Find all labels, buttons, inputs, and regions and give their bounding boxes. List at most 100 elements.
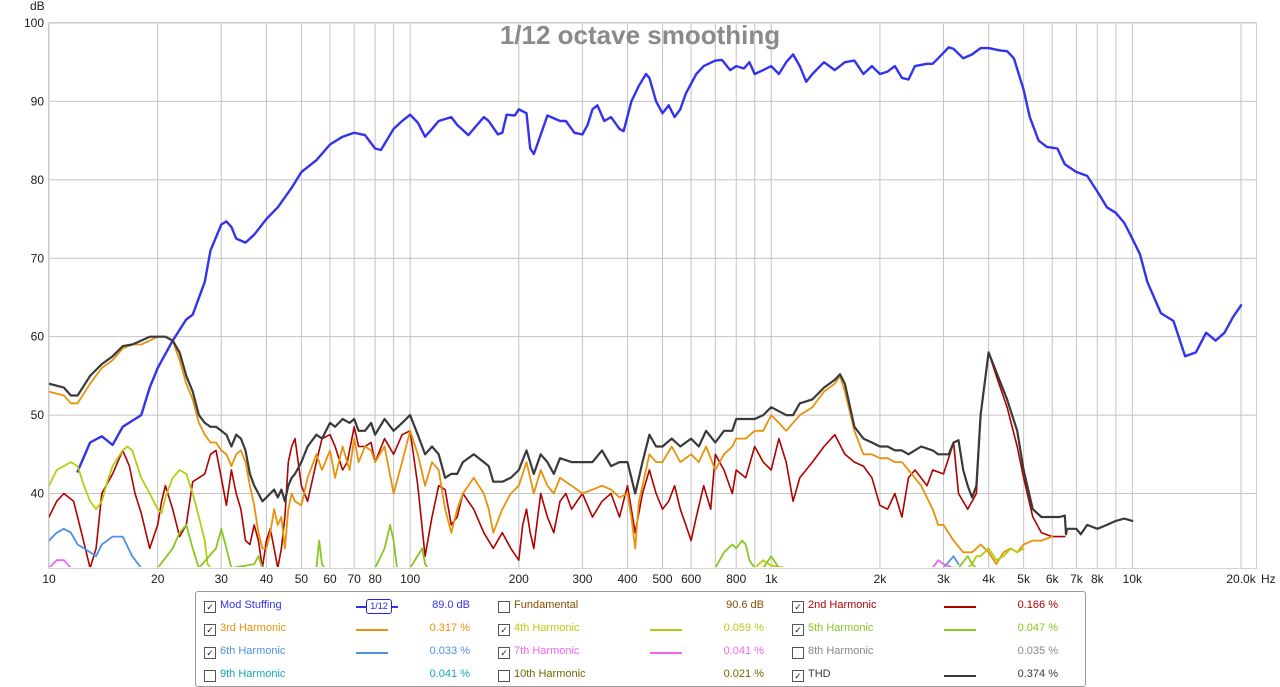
x-tick-label: 500: [653, 572, 673, 586]
legend-value: 0.059 %: [723, 622, 764, 634]
legend-checkbox-3rd-harmonic[interactable]: ✓: [204, 624, 216, 636]
legend-item-mod-stuffing: ✓ Mod Stuffing 1/12 89.0 dB: [204, 596, 492, 618]
x-tick-label: 200: [509, 572, 529, 586]
legend-swatch[interactable]: [356, 652, 388, 654]
legend-row: ✓ 6th Harmonic 0.033 % ✓ 7th Harmonic 0.041 %…: [196, 642, 1085, 664]
series-line-4th-harmonic: [49, 445, 1025, 567]
legend-checkbox-9th-harmonic[interactable]: [204, 670, 216, 682]
legend-label: 3rd Harmonic: [220, 622, 287, 634]
x-tick-label: 40: [260, 572, 274, 586]
series-line-2nd-harmonic: [49, 351, 1066, 567]
legend-item-fundamental: Fundamental 90.6 dB: [498, 596, 786, 618]
legend-checkbox-6th-harmonic[interactable]: ✓: [204, 647, 216, 659]
legend-checkbox-7th-harmonic[interactable]: ✓: [498, 647, 510, 659]
legend-label: 9th Harmonic: [220, 668, 286, 680]
y-unit-label: dB: [30, 0, 45, 13]
legend-label: 2nd Harmonic: [808, 599, 877, 611]
legend-label: Mod Stuffing: [220, 599, 282, 611]
plot-area: [49, 23, 1256, 568]
series-lines: [49, 46, 1243, 567]
legend-item-5th-harmonic: ✓ 5th Harmonic 0.047 %: [792, 619, 1080, 641]
legend-swatch[interactable]: [944, 606, 976, 608]
x-tick-label: 50: [295, 572, 309, 586]
legend-row: ✓ Mod Stuffing 1/12 89.0 dB Fundamental 90.6 …: [196, 596, 1085, 618]
legend-item-2nd-harmonic: ✓ 2nd Harmonic 0.166 %: [792, 596, 1080, 618]
legend-swatch[interactable]: [356, 629, 388, 631]
x-tick-label: 3k: [937, 572, 951, 586]
y-tick-label: 100: [24, 16, 44, 30]
legend-item-3rd-harmonic: ✓ 3rd Harmonic 0.317 %: [204, 619, 492, 641]
legend-value: 0.035 %: [1017, 645, 1058, 657]
legend-value: 89.0 dB: [432, 599, 470, 611]
legend-item-7th-harmonic: ✓ 7th Harmonic 0.041 %: [498, 642, 786, 664]
x-tick-label: 20.0k: [1226, 572, 1256, 586]
x-tick-label: 60: [323, 572, 337, 586]
x-tick-label: 300: [572, 572, 592, 586]
x-tick-label: 1k: [765, 572, 779, 586]
legend-item-6th-harmonic: ✓ 6th Harmonic 0.033 %: [204, 642, 492, 664]
x-tick-label: 100: [400, 572, 420, 586]
x-tick-label: 5k: [1017, 572, 1031, 586]
x-tick-label: 7k: [1070, 572, 1084, 586]
y-axis-ticks: 100 90 80 70 60 50 40: [24, 16, 44, 501]
x-tick-label: 400: [618, 572, 638, 586]
legend-checkbox-10th-harmonic[interactable]: [498, 670, 510, 682]
legend-label: 6th Harmonic: [220, 645, 286, 657]
legend-value: 0.047 %: [1017, 622, 1058, 634]
legend-value: 0.317 %: [429, 622, 470, 634]
legend-value: 0.041 %: [429, 668, 470, 680]
x-tick-label: 70: [347, 572, 361, 586]
x-unit-label: Hz: [1261, 572, 1276, 586]
legend-label: 8th Harmonic: [808, 645, 874, 657]
frequency-response-chart: 100 90 80 70 60 50 40 10 20 30 40 50 60 70 80 100 200 30…: [24, 0, 1276, 586]
legend-checkbox-thd[interactable]: ✓: [792, 670, 804, 682]
legend-value: 90.6 dB: [726, 599, 764, 611]
x-tick-label: 30: [215, 572, 229, 586]
legend-swatch: [356, 606, 366, 608]
chart-title: 1/12 octave smoothing: [500, 20, 780, 50]
legend-label: 10th Harmonic: [514, 668, 586, 680]
legend-value: 0.374 %: [1017, 668, 1058, 680]
legend-checkbox-2nd-harmonic[interactable]: ✓: [792, 601, 804, 613]
x-tick-label: 4k: [982, 572, 996, 586]
series-line-thd: [49, 335, 1134, 536]
series-line-6th-harmonic: [49, 527, 960, 567]
legend-swatch[interactable]: [650, 629, 682, 631]
legend-checkbox-5th-harmonic[interactable]: ✓: [792, 624, 804, 636]
legend-swatch[interactable]: [650, 652, 682, 654]
smoothing-indicator[interactable]: 1/12: [366, 599, 392, 614]
y-tick-label: 50: [31, 408, 45, 422]
grid-lines: [48, 22, 1256, 568]
legend-value: 0.033 %: [429, 645, 470, 657]
legend-item-8th-harmonic: 8th Harmonic 0.035 %: [792, 642, 1080, 664]
x-tick-label: 8k: [1091, 572, 1105, 586]
y-tick-label: 60: [31, 330, 45, 344]
legend-swatch: [392, 606, 398, 608]
legend-label: 5th Harmonic: [808, 622, 874, 634]
legend-swatch[interactable]: [944, 675, 976, 677]
x-tick-label: 800: [726, 572, 746, 586]
legend-checkbox-fundamental[interactable]: [498, 601, 510, 613]
series-line-3rd-harmonic: [49, 335, 1054, 565]
legend-checkbox-mod-stuffing[interactable]: ✓: [204, 601, 216, 613]
legend-label: THD: [808, 668, 831, 680]
x-tick-label: 10k: [1123, 572, 1143, 586]
legend-item-9th-harmonic: 9th Harmonic 0.041 %: [204, 665, 492, 687]
legend-panel: ✓ Mod Stuffing 1/12 89.0 dB Fundamental 90.6 …: [195, 591, 1086, 687]
y-tick-label: 70: [31, 251, 45, 265]
legend-swatch[interactable]: [944, 629, 976, 631]
legend-checkbox-8th-harmonic[interactable]: [792, 647, 804, 659]
legend-checkbox-4th-harmonic[interactable]: ✓: [498, 624, 510, 636]
legend-row: 9th Harmonic 0.041 % 10th Harmonic 0.021 % ✓…: [196, 665, 1085, 687]
legend-item-thd: ✓ THD 0.374 %: [792, 665, 1080, 687]
legend-value: 0.041 %: [723, 645, 764, 657]
legend-value: 0.021 %: [723, 668, 764, 680]
legend-value: 0.166 %: [1017, 599, 1058, 611]
legend-item-10th-harmonic: 10th Harmonic 0.021 %: [498, 665, 786, 687]
x-tick-label: 2k: [874, 572, 888, 586]
x-axis-ticks: 10 20 30 40 50 60 70 80 100 200 300 400 500 600 800 1k 2…: [42, 572, 1256, 586]
series-line-7th-harmonic: [49, 559, 954, 567]
y-tick-label: 40: [31, 487, 45, 501]
legend-item-4th-harmonic: ✓ 4th Harmonic 0.059 %: [498, 619, 786, 641]
y-tick-label: 80: [31, 173, 45, 187]
